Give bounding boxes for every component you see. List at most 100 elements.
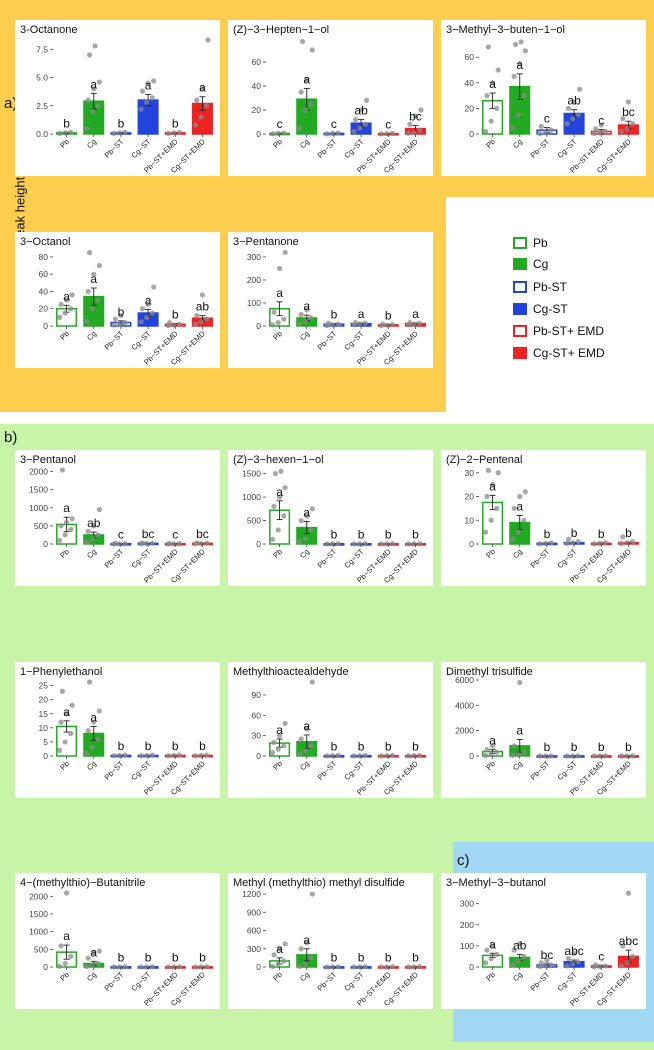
chart-title: 3−Methyl−3−buten−1−ol — [446, 24, 565, 36]
data-point — [335, 130, 341, 136]
significance-letter: ab — [354, 104, 368, 118]
data-point — [308, 955, 314, 961]
data-point — [204, 103, 210, 109]
data-point — [417, 320, 423, 326]
data-point — [517, 941, 523, 947]
data-point — [194, 540, 200, 546]
data-point — [111, 130, 117, 137]
significance-letter: a — [303, 299, 310, 313]
data-point — [351, 541, 357, 547]
y-tick-label: 0 — [43, 321, 48, 331]
significance-letter: b — [544, 740, 551, 754]
significance-letter: ab — [567, 94, 581, 108]
data-point — [362, 320, 368, 326]
significance-letter: a — [516, 500, 523, 514]
y-tick-label: 7.5 — [36, 44, 48, 54]
data-point — [281, 130, 287, 136]
data-point — [122, 964, 128, 970]
data-point — [282, 941, 288, 947]
data-point — [575, 539, 581, 545]
y-tick-label: 40 — [252, 81, 262, 91]
significance-letter: abc — [619, 934, 638, 948]
data-point — [335, 752, 341, 758]
data-point — [194, 313, 200, 319]
data-point — [271, 952, 277, 958]
y-tick-label: 20 — [252, 105, 262, 115]
data-point — [389, 541, 396, 547]
data-point — [69, 292, 75, 298]
data-point — [571, 950, 577, 956]
data-point — [271, 309, 277, 315]
data-point — [176, 752, 183, 758]
significance-letter: b — [118, 739, 125, 753]
data-point — [91, 523, 97, 529]
data-point — [537, 753, 543, 759]
data-point — [591, 130, 597, 136]
chart-background — [15, 873, 220, 1009]
y-tick-label: 0.0 — [36, 129, 48, 139]
data-point — [84, 319, 90, 325]
significance-letter: b — [172, 951, 179, 965]
y-tick-label: 1000 — [29, 503, 48, 513]
significance-letter: c — [172, 527, 178, 541]
significance-letter: a — [145, 294, 152, 308]
data-point — [517, 493, 523, 500]
data-point — [69, 516, 75, 522]
data-point — [278, 468, 284, 474]
chart-background — [15, 20, 220, 176]
data-point — [308, 101, 314, 107]
data-point — [358, 107, 364, 113]
y-tick-label: 600 — [247, 926, 261, 936]
data-point — [269, 322, 276, 328]
y-tick-label: 300 — [247, 252, 261, 262]
legend: Pb Cg Pb-ST Cg-ST Pb-ST+ EMD Cg-ST+ EMD — [507, 234, 619, 364]
data-point — [68, 306, 74, 312]
data-point — [565, 955, 572, 962]
significance-letter: a — [516, 58, 523, 72]
data-point — [56, 130, 63, 137]
significance-letter: b — [145, 951, 152, 965]
y-tick-label: 0 — [256, 751, 261, 761]
data-point — [624, 960, 630, 966]
data-point — [335, 541, 341, 547]
data-point — [417, 541, 423, 547]
chart-background — [15, 662, 220, 798]
data-point — [511, 505, 517, 511]
data-point — [275, 319, 281, 326]
significance-letter: a — [90, 77, 97, 91]
data-point — [91, 86, 97, 92]
data-point — [482, 960, 489, 966]
data-point — [269, 536, 276, 542]
data-point — [544, 958, 550, 964]
data-point — [378, 541, 384, 547]
y-tick-label: 900 — [247, 907, 261, 917]
y-tick-label: 0 — [469, 539, 474, 549]
data-point — [85, 528, 91, 534]
data-point — [407, 319, 413, 326]
data-point — [417, 127, 423, 133]
significance-letter: a — [90, 272, 97, 286]
significance-letter: b — [385, 951, 392, 965]
significance-letter: b — [571, 526, 578, 540]
data-point — [591, 753, 597, 759]
data-point — [564, 963, 570, 969]
legend-swatch — [513, 303, 527, 315]
data-point — [275, 527, 281, 533]
data-point — [63, 711, 70, 717]
data-point — [149, 95, 155, 101]
data-point — [351, 964, 357, 970]
y-tick-label: 0 — [469, 751, 474, 761]
data-point — [325, 320, 331, 326]
data-point — [68, 953, 74, 959]
data-point — [297, 751, 303, 757]
data-point — [271, 739, 277, 746]
data-point — [378, 131, 384, 137]
data-point — [91, 950, 97, 956]
significance-letter: b — [412, 528, 419, 542]
y-tick-label: 0 — [469, 962, 474, 972]
significance-letter: b — [385, 739, 392, 753]
legend-item: Pb-ST — [513, 280, 567, 294]
data-point — [570, 961, 576, 967]
y-tick-label: 20 — [465, 103, 475, 113]
